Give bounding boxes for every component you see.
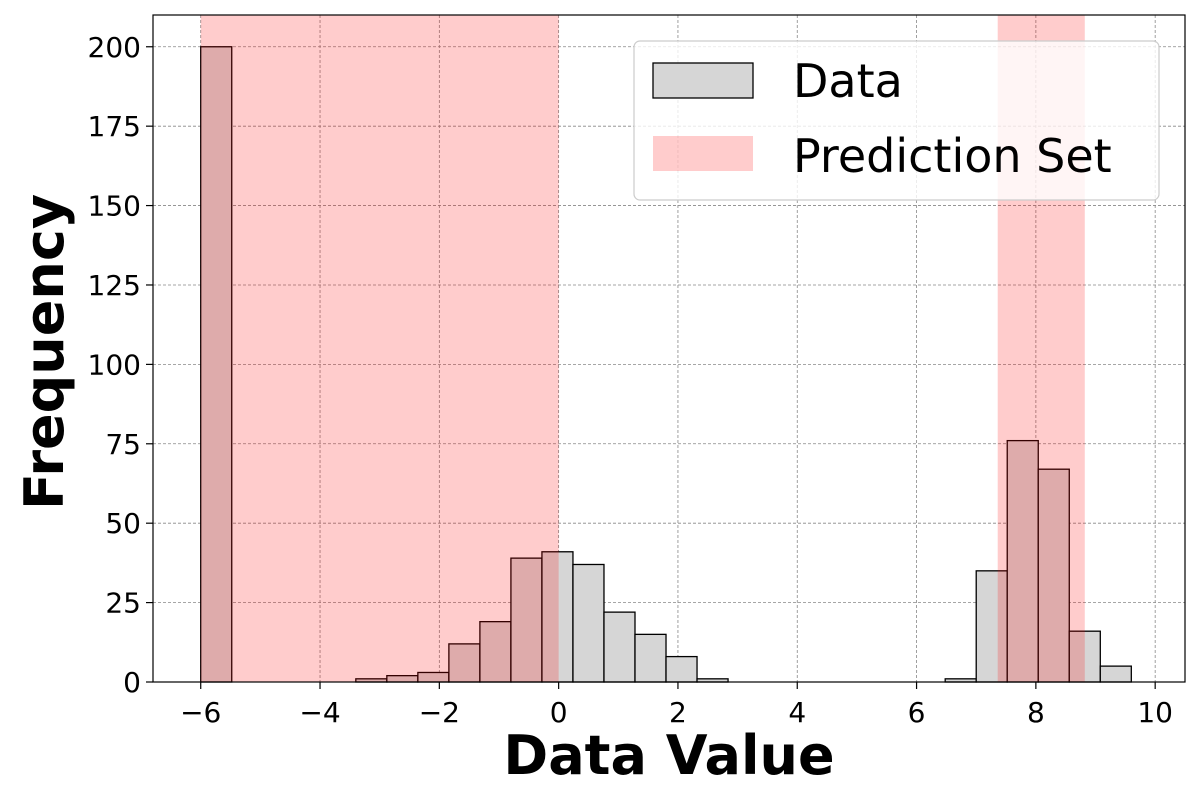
x-tick-label: −2 [419, 696, 460, 729]
legend-label-data: Data [793, 54, 903, 108]
histogram-bar [603, 611, 636, 683]
legend-swatch-prediction-set [653, 136, 753, 171]
x-tick-label: 4 [788, 696, 806, 729]
histogram-bar [1068, 630, 1101, 683]
y-axis-title: Frequency [13, 194, 76, 510]
legend-frame [633, 40, 1160, 201]
histogram-bar [975, 570, 1008, 683]
histogram-bar [1099, 665, 1132, 683]
histogram-bar [479, 621, 512, 683]
y-tick-label: 175 [88, 110, 141, 143]
prediction-set-band [200, 15, 559, 682]
y-tick-label: 200 [88, 31, 141, 64]
y-tick-label: 75 [105, 428, 141, 461]
y-tick-label: 0 [123, 666, 141, 699]
y-tick-label: 150 [88, 190, 141, 223]
x-tick-label: 8 [1027, 696, 1045, 729]
x-tick-label: 6 [908, 696, 926, 729]
y-tick-label: 25 [105, 587, 141, 620]
histogram-bar [665, 655, 698, 683]
y-axis-ticks: 0 25 50 75 100 125 150 175 200 [88, 31, 153, 699]
legend-swatch-data [652, 62, 754, 99]
histogram-bar [1037, 468, 1070, 683]
legend: Data Prediction Set [633, 40, 1160, 201]
histogram-bar [448, 643, 481, 683]
histogram-bar [200, 46, 233, 683]
histogram-bars [200, 46, 1132, 683]
plot-frame [152, 14, 1186, 683]
histogram-bar [572, 563, 605, 683]
x-tick-label: 10 [1137, 696, 1173, 729]
x-tick-label: 2 [669, 696, 687, 729]
x-axis-ticks: −6 −4 −2 0 2 4 6 8 10 [180, 682, 1173, 729]
x-tick-label: −4 [299, 696, 340, 729]
y-tick-label: 125 [88, 269, 141, 302]
y-tick-label: 50 [105, 507, 141, 540]
y-tick-label: 100 [88, 348, 141, 381]
prediction-set-bands [200, 15, 1085, 682]
x-axis-title: Data Value [503, 724, 834, 787]
histogram-bar [634, 633, 667, 683]
legend-label-prediction-set: Prediction Set [793, 129, 1112, 183]
x-tick-label: 0 [550, 696, 568, 729]
x-tick-label: −6 [180, 696, 221, 729]
